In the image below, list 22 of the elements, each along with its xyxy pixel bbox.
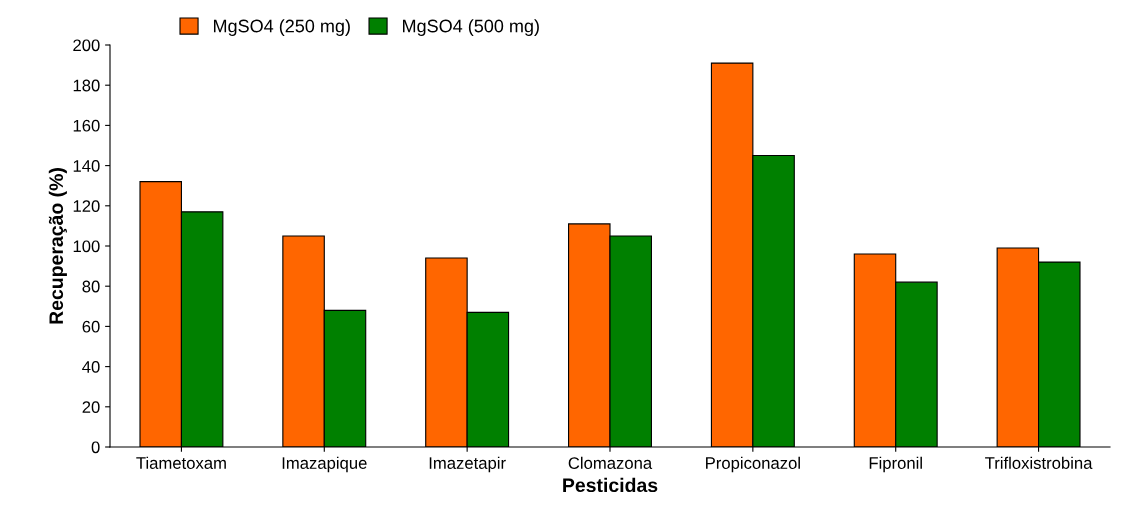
y-tick-label: 120 (73, 200, 100, 212)
y-tick-label: 140 (73, 160, 100, 172)
y-tick-label: 60 (82, 320, 100, 333)
y-tick-label: 80 (82, 280, 100, 293)
x-tick-label: Trifloxistrobina (985, 456, 1093, 469)
x-tick-label: Fipronil (869, 456, 922, 473)
legend-label: MgSO4 (500 mg) (403, 19, 539, 36)
y-tick-label: 200 (73, 39, 100, 52)
y-tick-label: 0 (91, 441, 100, 454)
x-tick-label: Imazapique (282, 456, 367, 473)
y-tick-label: 100 (73, 240, 100, 253)
y-axis-title: Recuperação (%) (48, 168, 67, 324)
x-tick-label: Imazetapir (429, 456, 506, 473)
legend-label: MgSO4 (250 mg) (213, 19, 350, 36)
y-tick-label: 40 (82, 361, 100, 373)
y-tick-label: 160 (73, 119, 100, 132)
y-tick-label: 180 (73, 79, 100, 92)
x-tick-label: Propiconazol (706, 456, 800, 473)
x-tick-label: Clomazona (568, 456, 653, 469)
x-tick-label: Tiametoxam (136, 456, 226, 469)
x-axis-title: Pesticidas (563, 477, 658, 493)
y-tick-label: 20 (82, 401, 100, 413)
